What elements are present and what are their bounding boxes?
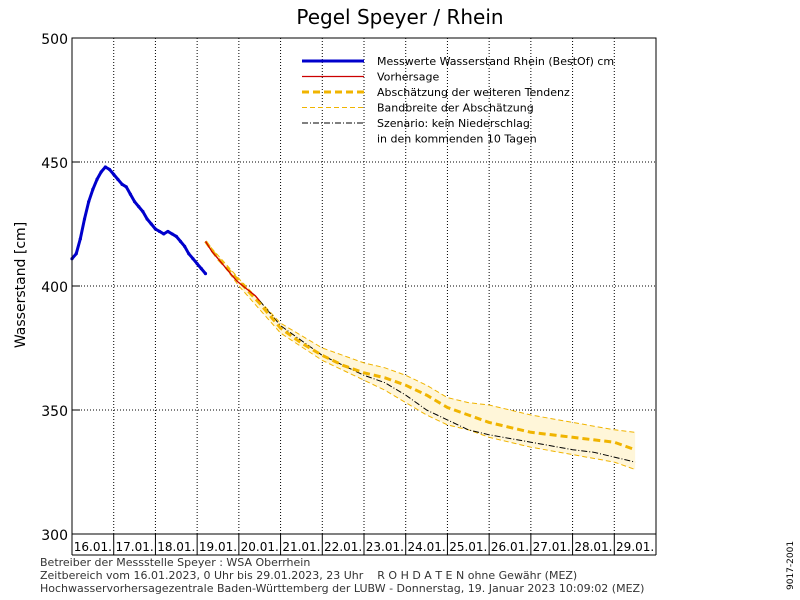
x-tick-label: 20.01. xyxy=(241,540,279,554)
measured-point xyxy=(78,237,82,241)
measured-point xyxy=(195,262,199,266)
y-tick-label: 400 xyxy=(41,280,68,296)
band-series xyxy=(205,241,636,470)
footer-timerange: Zeitbereich vom 16.01.2023, 0 Uhr bis 29… xyxy=(40,569,578,582)
measured-point xyxy=(162,232,166,236)
legend-label: Messwerte Wasserstand Rhein (BestOf) cm xyxy=(377,55,614,68)
measured-point xyxy=(95,177,99,181)
measured-point xyxy=(137,205,141,209)
y-axis-label: Wasserstand [cm] xyxy=(13,222,29,348)
x-tick-label: 25.01. xyxy=(449,540,487,554)
x-tick-label: 16.01. xyxy=(74,540,112,554)
x-tick-label: 29.01. xyxy=(616,540,654,554)
measured-point xyxy=(91,187,95,191)
y-tick-label: 300 xyxy=(41,528,68,544)
footer-operator: Betreiber der Messstelle Speyer : WSA Ob… xyxy=(40,556,311,569)
measured-point xyxy=(203,272,208,276)
measured-point xyxy=(178,239,183,243)
measured-point xyxy=(191,257,195,261)
legend: Messwerte Wasserstand Rhein (BestOf) cm V… xyxy=(302,55,614,146)
measured-point xyxy=(116,177,120,181)
legend-label: Abschätzung der weiteren Tendenz xyxy=(377,86,570,99)
measured-point xyxy=(166,229,170,234)
measured-point xyxy=(107,167,112,172)
x-tick-label: 17.01. xyxy=(115,540,153,554)
x-tick-label: 22.01. xyxy=(324,540,362,554)
measured-point xyxy=(158,229,162,234)
x-tick-label: 19.01. xyxy=(199,540,237,554)
measured-point xyxy=(87,200,91,204)
footer-center: Hochwasservorhersagezentrale Baden-Württ… xyxy=(40,582,645,595)
measured-point xyxy=(170,232,174,236)
measured-point xyxy=(112,172,116,176)
measured-point xyxy=(99,170,103,174)
legend-label: Szenario: kein Niederschlag xyxy=(377,117,530,130)
measured-point xyxy=(74,252,78,256)
x-tick-label: 28.01. xyxy=(574,540,612,554)
y-tick-label: 500 xyxy=(41,32,68,48)
x-tick-label: 21.01. xyxy=(282,540,320,554)
chart-title: Pegel Speyer / Rhein xyxy=(296,5,503,29)
legend-label: in den kommenden 10 Tagen xyxy=(377,133,537,146)
measured-point xyxy=(174,234,178,238)
x-ticks: 16.01. 17.01. 18.01. 19.01. 20.01. 21.01. 22.0… xyxy=(71,534,657,556)
measured-point xyxy=(120,182,124,186)
series-forecast-line xyxy=(204,241,261,302)
measured-point xyxy=(153,227,158,231)
measured-point xyxy=(145,217,149,221)
y-tick-label: 350 xyxy=(41,404,68,420)
series-measured-line xyxy=(70,165,207,275)
grid xyxy=(72,38,656,534)
x-tick-label: 18.01. xyxy=(157,540,195,554)
measured-point xyxy=(141,210,145,214)
series-tendency-line xyxy=(204,240,636,452)
series-band-line xyxy=(205,241,636,433)
measured-point xyxy=(187,252,191,256)
side-code: 9017-2001 xyxy=(786,541,796,590)
x-tick-label: 26.01. xyxy=(491,540,529,554)
measured-point xyxy=(199,267,203,271)
measured-point xyxy=(183,244,187,248)
y-ticks: 300 350 400 450 500 xyxy=(41,32,80,544)
measured-point xyxy=(149,222,153,226)
x-tick-label: 23.01. xyxy=(366,540,404,554)
series-lines xyxy=(70,165,636,463)
measured-point xyxy=(82,217,87,221)
series-band-line xyxy=(205,241,636,470)
band-fill xyxy=(205,241,636,470)
x-tick-label: 24.01. xyxy=(407,540,445,554)
legend-label: Bandbreite der Abschätzung xyxy=(377,102,534,115)
y-tick-label: 450 xyxy=(41,156,68,172)
x-tick-label: 27.01. xyxy=(533,540,571,554)
measured-point xyxy=(103,165,107,169)
measured-point xyxy=(128,192,132,196)
measured-point xyxy=(132,200,137,204)
legend-label: Vorhersage xyxy=(377,71,439,84)
measured-point xyxy=(124,185,128,189)
